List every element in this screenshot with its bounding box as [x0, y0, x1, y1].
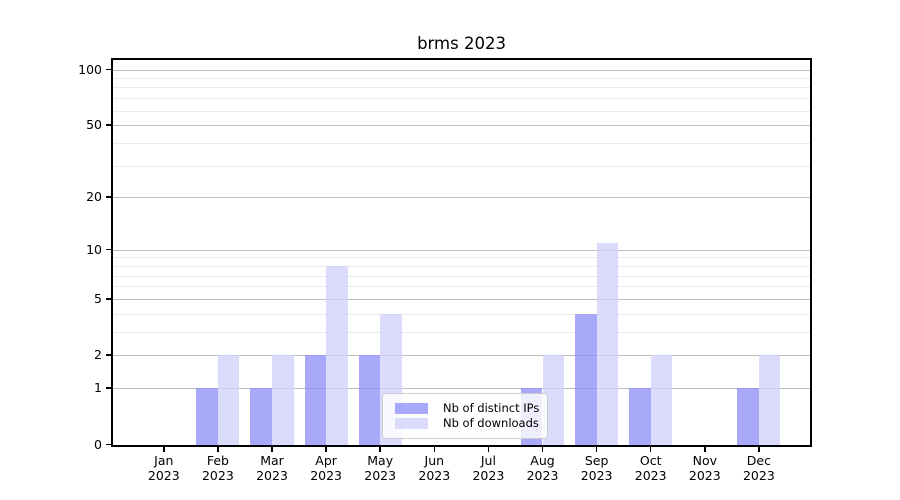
bar-layer	[113, 60, 810, 445]
x-axis-tick	[325, 446, 327, 452]
bar	[217, 355, 240, 445]
bar	[629, 388, 651, 445]
x-axis-tick-label: Dec 2023	[742, 453, 775, 483]
x-axis-tick	[163, 446, 165, 452]
x-axis-tick	[595, 446, 598, 452]
legend-item-downloads: Nb of downloads	[395, 416, 539, 431]
bar	[196, 388, 218, 445]
legend-swatch-distinct-ips	[395, 403, 428, 414]
y-axis-tick-label: 5	[94, 290, 102, 306]
bar	[358, 355, 381, 445]
gridline-minor	[113, 275, 810, 277]
x-axis-tick	[758, 446, 760, 452]
legend-label-downloads: Nb of downloads	[443, 416, 539, 430]
chart-title: brms 2023	[417, 34, 506, 53]
x-axis-tick-label: Nov 2023	[688, 453, 721, 483]
gridline-major	[113, 298, 810, 301]
x-axis-tick	[379, 446, 381, 452]
gridline-minor	[113, 313, 810, 315]
x-axis-tick	[487, 446, 490, 452]
x-axis-tick-label: May 2023	[364, 453, 397, 483]
x-axis-tick	[271, 446, 273, 452]
bar	[596, 242, 619, 445]
y-axis-tick-label: 10	[86, 241, 102, 257]
bar	[737, 388, 759, 445]
y-axis-tick-label: 50	[86, 117, 102, 132]
legend-label-distinct-ips: Nb of distinct IPs	[443, 401, 540, 415]
legend-item-distinct-ips: Nb of distinct IPs	[395, 401, 540, 416]
y-axis-tick-label: 2	[94, 347, 102, 363]
x-axis-tick-label: Sep 2023	[580, 453, 613, 483]
gridline-minor	[113, 257, 810, 259]
gridline-minor	[113, 165, 810, 167]
legend: Nb of distinct IPs Nb of downloads	[382, 393, 548, 439]
x-axis-tick-label: Jun 2023	[418, 453, 451, 483]
x-axis-tick-label: Feb 2023	[201, 453, 234, 483]
gridline-minor	[113, 87, 810, 89]
gridline-minor	[113, 331, 810, 333]
x-axis-tick	[217, 446, 219, 452]
x-axis-tick-label: Mar 2023	[256, 453, 288, 483]
bar	[326, 266, 348, 445]
gridline-major	[113, 355, 810, 357]
gridline-major	[113, 249, 810, 251]
x-axis-tick	[433, 446, 436, 452]
x-axis-tick-label: Oct 2023	[634, 453, 667, 483]
x-axis-tick-label: Aug 2023	[526, 453, 559, 483]
plot-area	[111, 57, 812, 447]
y-axis-tick-label: 20	[86, 189, 102, 205]
gridline-minor	[113, 142, 810, 144]
bar	[575, 313, 597, 445]
gridline-major	[113, 69, 810, 71]
gridline-major	[113, 388, 810, 390]
x-axis-tick	[649, 446, 652, 452]
x-axis-tick	[704, 446, 706, 452]
legend-swatch-downloads	[395, 418, 428, 429]
y-axis-tick-label: 100	[78, 61, 102, 77]
x-axis-tick-label: Jan 2023	[147, 453, 180, 483]
gridline-minor	[113, 286, 810, 288]
x-axis-tick-label: Apr 2023	[310, 453, 342, 483]
grid-layer	[113, 60, 810, 445]
gridline-minor	[113, 266, 810, 267]
bar	[304, 355, 327, 445]
y-axis-tick-label: 0	[94, 436, 102, 452]
gridline-minor	[113, 110, 810, 112]
x-axis-tick	[541, 446, 544, 452]
bar	[272, 355, 294, 445]
y-axis-tick-label: 1	[94, 380, 102, 396]
bar	[758, 355, 781, 445]
x-axis-tick-label: Jul 2023	[472, 453, 505, 483]
bar	[250, 388, 272, 445]
gridline-minor	[113, 98, 810, 100]
gridline-major	[113, 197, 810, 199]
bar	[650, 355, 673, 445]
gridline-major	[113, 125, 810, 127]
gridline-minor	[113, 78, 810, 79]
